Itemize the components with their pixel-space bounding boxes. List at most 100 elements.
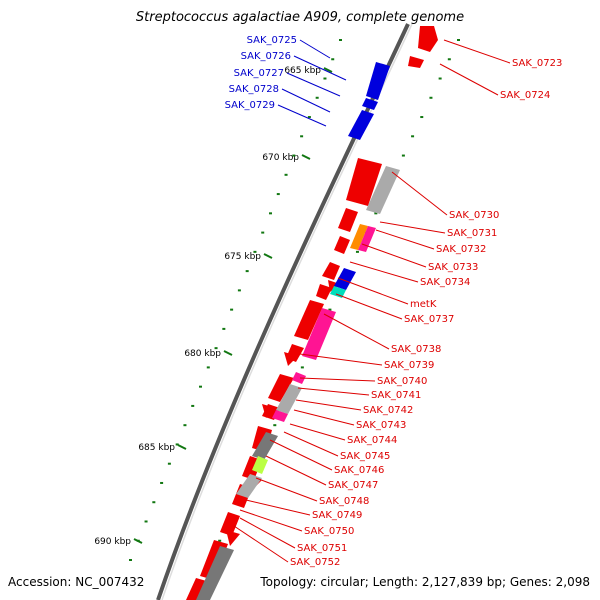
gene-label-reverse: SAK_0750 bbox=[304, 526, 354, 537]
tick-label: 685 kbp bbox=[138, 443, 175, 453]
minor-tick bbox=[276, 193, 280, 196]
tick-label: 690 kbp bbox=[94, 537, 131, 547]
connector-line bbox=[286, 72, 341, 97]
gene-labels: SAK_0725 SAK_0726 SAK_0727 SAK_0728 SAK_0729… bbox=[225, 35, 563, 568]
reverse-gene-2 bbox=[334, 236, 350, 254]
minor-tick bbox=[152, 501, 156, 504]
reverse-gene-5 bbox=[294, 300, 324, 340]
connector-line bbox=[439, 63, 499, 96]
gene-label-forward: SAK_0725 bbox=[247, 35, 297, 46]
connector-line bbox=[361, 243, 427, 268]
minor-tick bbox=[191, 404, 195, 407]
tick-label: 665 kbp bbox=[284, 66, 321, 76]
accession-text: Accession: NC_007432 bbox=[8, 575, 144, 589]
connector-line bbox=[281, 88, 331, 113]
minor-tick bbox=[175, 443, 179, 446]
gene-label-reverse: SAK_0743 bbox=[356, 420, 406, 431]
gene-label-reverse: SAK_0732 bbox=[436, 244, 486, 255]
gene-sak-0727 bbox=[362, 98, 378, 110]
gene-label-reverse: SAK_0723 bbox=[512, 58, 562, 69]
major-tick bbox=[323, 67, 333, 73]
minor-tick bbox=[401, 154, 405, 157]
connector-line bbox=[349, 261, 419, 283]
minor-tick bbox=[323, 77, 327, 80]
minor-tick bbox=[429, 96, 433, 99]
major-tick bbox=[223, 350, 233, 356]
gene-sak-0724 bbox=[408, 56, 424, 68]
feature-grey-3 bbox=[236, 474, 262, 498]
gene-sak-0723 bbox=[418, 26, 438, 52]
gene-label-reverse: SAK_0741 bbox=[371, 390, 421, 401]
gene-label-reverse: metK bbox=[410, 299, 437, 310]
minor-tick bbox=[447, 58, 451, 61]
gene-label-reverse: SAK_0742 bbox=[363, 405, 413, 416]
feature-darkgrey-2 bbox=[196, 546, 234, 600]
connector-line bbox=[233, 525, 289, 563]
connector-line bbox=[265, 455, 327, 486]
minor-tick bbox=[222, 327, 226, 330]
tick-label: 675 kbp bbox=[224, 252, 261, 262]
gene-label-reverse: SAK_0751 bbox=[297, 543, 347, 554]
minor-tick bbox=[129, 559, 132, 561]
minor-tick bbox=[307, 116, 311, 119]
reverse-gene-4 bbox=[316, 284, 332, 300]
connector-line bbox=[239, 509, 303, 532]
connector-line bbox=[289, 423, 346, 441]
backbone-inner bbox=[161, 23, 413, 600]
connector-line bbox=[323, 313, 390, 350]
connector-line bbox=[293, 55, 347, 81]
minor-tick bbox=[269, 212, 272, 215]
feature-blue-small bbox=[334, 268, 356, 290]
arrowhead-a bbox=[344, 214, 356, 224]
minor-tick bbox=[144, 520, 148, 523]
connector-line bbox=[297, 387, 370, 396]
connector-line bbox=[375, 229, 435, 250]
connector-line bbox=[335, 293, 403, 320]
minor-tick bbox=[328, 308, 332, 311]
gene-label-reverse: SAK_0749 bbox=[312, 510, 362, 521]
minor-tick bbox=[315, 96, 319, 99]
minor-tick bbox=[273, 424, 277, 427]
major-tick bbox=[301, 154, 311, 160]
minor-tick bbox=[300, 135, 304, 138]
gene-label-reverse: SAK_0740 bbox=[377, 376, 427, 387]
gene-label-forward: SAK_0727 bbox=[234, 68, 284, 79]
minor-tick bbox=[136, 539, 140, 542]
feature-magenta-4 bbox=[272, 410, 288, 422]
minor-tick bbox=[339, 39, 342, 41]
minor-tick bbox=[438, 77, 442, 80]
minor-tick bbox=[167, 462, 171, 465]
connector-line bbox=[295, 399, 362, 411]
connector-line bbox=[269, 439, 333, 471]
gene-label-reverse: SAK_0746 bbox=[334, 465, 384, 476]
gene-label-reverse: SAK_0744 bbox=[347, 435, 397, 446]
connector-line bbox=[283, 431, 339, 457]
minor-tick bbox=[206, 366, 210, 369]
connector-line bbox=[337, 277, 409, 305]
connector-line bbox=[293, 409, 355, 426]
minor-tick bbox=[355, 250, 359, 253]
reverse-gene-3 bbox=[322, 262, 340, 280]
gene-sak-0729 bbox=[348, 110, 374, 140]
reverse-gene-12 bbox=[220, 512, 240, 536]
minor-tick bbox=[160, 481, 164, 484]
connector-line bbox=[239, 517, 296, 549]
arrowhead-f bbox=[226, 530, 240, 546]
gene-label-reverse: SAK_0745 bbox=[340, 451, 390, 462]
feature-magenta-1 bbox=[358, 226, 376, 252]
minor-tick bbox=[331, 58, 335, 61]
feature-grey-1 bbox=[366, 166, 400, 214]
gene-label-reverse: SAK_0739 bbox=[384, 360, 434, 371]
gene-features bbox=[186, 26, 438, 600]
minor-tick bbox=[411, 135, 415, 138]
feature-magenta-3 bbox=[292, 372, 306, 384]
arrowhead-d bbox=[262, 404, 276, 418]
gene-label-forward: SAK_0728 bbox=[229, 84, 279, 95]
minor-tick bbox=[237, 289, 241, 292]
minor-tick bbox=[245, 270, 249, 273]
gene-label-reverse: SAK_0733 bbox=[428, 262, 478, 273]
connector-line bbox=[443, 39, 511, 64]
connector-line bbox=[255, 477, 318, 502]
